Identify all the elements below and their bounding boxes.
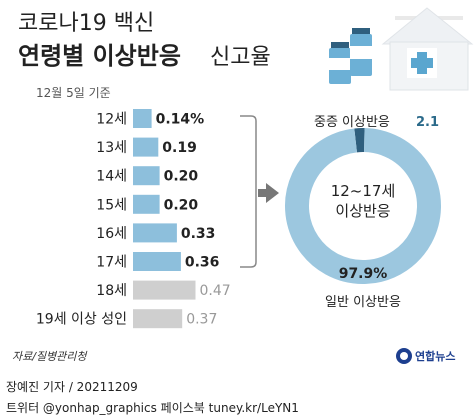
category-label: 16세 (96, 226, 127, 242)
bar (133, 280, 196, 300)
title-line2-normal: 신고율 (210, 45, 271, 70)
normal-reaction-label: 일반 이상반응 (325, 295, 401, 310)
value-label: 0.47 (200, 283, 231, 299)
bar (133, 137, 159, 157)
category-label: 18세 (96, 283, 127, 299)
value-label: 0.14% (156, 112, 205, 128)
value-label: 0.20 (164, 197, 199, 213)
category-label: 13세 (96, 140, 127, 156)
arrow-icon (258, 183, 279, 203)
category-label: 19세 이상 성인 (36, 312, 127, 328)
donut-center-line2: 이상반응 (335, 202, 390, 220)
bar (133, 252, 181, 271)
bar-chart: 12세 0.14% 13세 0.19 14세 0.20 15세 0.20 16세 0.33 17세 0… (36, 109, 231, 329)
logo-text: 연합뉴스 (415, 349, 455, 363)
value-label: 0.20 (164, 169, 199, 185)
value-label: 0.36 (185, 255, 220, 271)
category-label: 14세 (96, 169, 127, 185)
source-text: 자료/질병관리청 (12, 350, 88, 363)
bar (133, 309, 183, 329)
normal-reaction-value: 97.9% (339, 266, 388, 282)
value-label: 0.33 (181, 226, 216, 242)
severe-reaction-value: 2.1 (416, 115, 439, 130)
category-label: 15세 (96, 197, 127, 213)
bar (133, 223, 177, 243)
vaccine-hospital-illustration (329, 7, 474, 91)
title-line1: 코로나19 백신 (18, 11, 154, 36)
category-label: 17세 (96, 255, 127, 271)
author-credit: 장예진 기자 / 20211209 (6, 380, 138, 394)
bracket (240, 115, 257, 268)
yonhap-logo: 연합뉴스 (396, 348, 455, 364)
bar (133, 166, 160, 186)
donut-slice (285, 128, 441, 284)
donut-chart (285, 128, 441, 284)
category-label: 12세 (96, 112, 127, 128)
severe-reaction-label: 중증 이상반응 (314, 115, 390, 130)
value-label: 0.37 (186, 312, 217, 328)
value-label: 0.19 (162, 140, 197, 156)
bar (133, 194, 160, 214)
bar (133, 109, 152, 128)
title-line2-bold: 연령별 이상반응 (18, 42, 181, 70)
donut-center-line1: 12~17세 (331, 182, 396, 200)
reference-date: 12월 5일 기준 (36, 86, 111, 100)
social-credit: 트위터 @yonhap_graphics 페이스북 tuney.kr/LeYN1 (6, 401, 299, 415)
